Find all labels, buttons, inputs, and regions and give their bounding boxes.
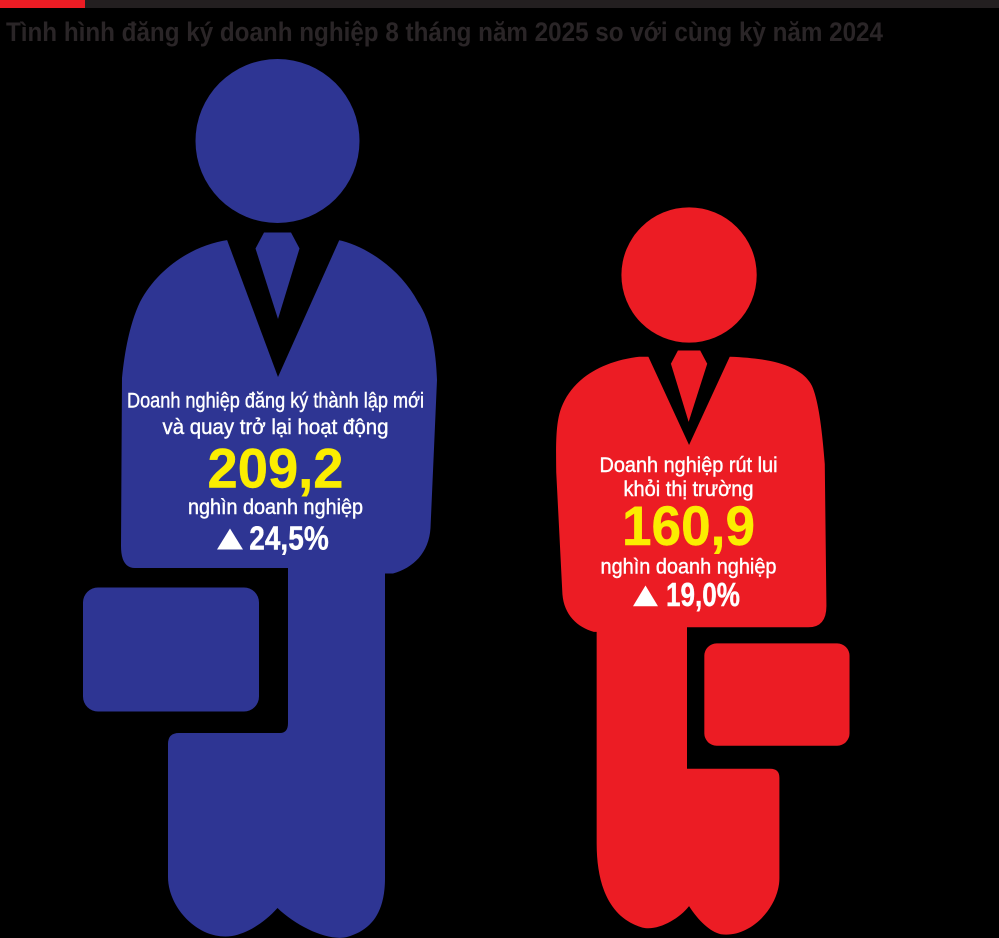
svg-text:Doanh nghiệp đăng ký thành lập: Doanh nghiệp đăng ký thành lập mới	[127, 390, 424, 413]
svg-text:19,0%: 19,0%	[666, 576, 740, 613]
svg-text:24,5%: 24,5%	[249, 520, 329, 557]
svg-text:nghìn doanh nghiệp: nghìn doanh nghiệp	[601, 556, 777, 579]
svg-text:nghìn doanh nghiệp: nghìn doanh nghiệp	[188, 496, 363, 519]
svg-text:Doanh nghiệp rút lui: Doanh nghiệp rút lui	[600, 454, 778, 477]
svg-text:160,9: 160,9	[622, 494, 755, 557]
svg-text:209,2: 209,2	[208, 437, 344, 500]
svg-text:Tình hình đăng ký doanh nghiệp: Tình hình đăng ký doanh nghiệp 8 tháng n…	[6, 17, 883, 47]
svg-text:khỏi thị trường: khỏi thị trường	[624, 478, 754, 501]
svg-text:và quay trở lại hoạt động: và quay trở lại hoạt động	[163, 416, 389, 439]
